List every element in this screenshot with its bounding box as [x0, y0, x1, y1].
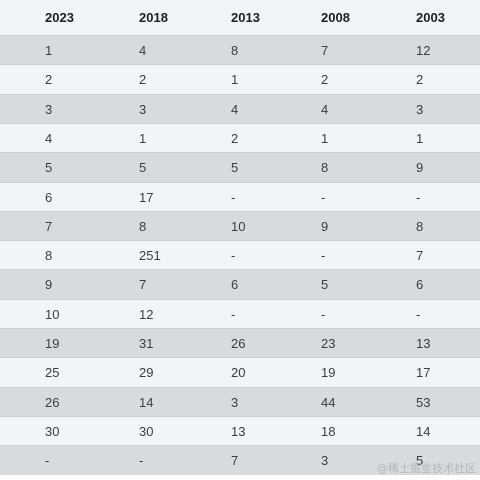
table-cell-2018: 4	[139, 43, 147, 58]
table-row: 6 17 - - -	[0, 181, 480, 212]
table-row: 4 1 2 1 1	[0, 122, 480, 153]
table-cell-2018: 3	[139, 101, 147, 117]
table-cell-2013: 8	[231, 43, 239, 58]
table-cell-2003: 8	[416, 218, 424, 234]
table-cell-2023: 4	[45, 130, 53, 146]
table-cell-2018: 5	[139, 160, 147, 176]
table-cell-2023: 7	[45, 218, 53, 234]
table-cell-2023: 30	[45, 423, 60, 439]
table-cell-2018: 1	[139, 130, 147, 146]
table-row: 5 5 5 8 9	[0, 152, 480, 183]
table-cell-2008: 18	[321, 423, 336, 439]
table-cell-2018: 12	[139, 306, 154, 322]
table-cell-2003: 1	[416, 130, 424, 146]
table-cell-2013: 3	[231, 394, 239, 410]
table-cell-2018: 8	[139, 218, 147, 234]
table-cell-2023: 6	[45, 189, 53, 205]
column-header-2008: 2008	[321, 10, 350, 25]
table-cell-2018: 251	[139, 248, 161, 264]
table-row: 2 2 1 2 2	[0, 64, 480, 95]
table-cell-2013: 2	[231, 130, 239, 146]
table-cell-2013: 7	[231, 453, 239, 469]
table-row: 30 30 13 18 14	[0, 415, 480, 446]
table-cell-2003: 14	[416, 423, 431, 439]
table-cell-2008: 19	[321, 365, 336, 381]
table-cell-2003: 7	[416, 248, 424, 264]
table-cell-2003: 13	[416, 336, 431, 351]
table-cell-2013: -	[231, 306, 236, 322]
table-row: 3 3 4 4 3	[0, 93, 480, 124]
table-row: 9 7 6 5 6	[0, 269, 480, 300]
table-cell-2013: 20	[231, 365, 246, 381]
table-cell-2003: 17	[416, 365, 431, 381]
table-cell-2018: 14	[139, 394, 154, 410]
table-cell-2018: 30	[139, 423, 154, 439]
table-cell-2003: 12	[416, 43, 431, 58]
table-cell-2018: 31	[139, 336, 154, 351]
table-cell-2018: 29	[139, 365, 154, 381]
table-cell-2018: 7	[139, 277, 147, 293]
table-cell-2008: 9	[321, 218, 329, 234]
table-cell-2023: 10	[45, 306, 60, 322]
table-cell-2008: 8	[321, 160, 329, 176]
table-cell-2023: 25	[45, 365, 60, 381]
table-row: 1 4 8 7 12	[0, 35, 480, 65]
table-header-row: 2023 2018 2013 2008 2003	[0, 0, 480, 35]
table-cell-2018: 17	[139, 189, 154, 205]
table-cell-2013: -	[231, 248, 236, 264]
table-cell-2003: 6	[416, 277, 424, 293]
table-cell-2023: 26	[45, 394, 60, 410]
table-cell-2008: 7	[321, 43, 329, 58]
table-cell-2023: 5	[45, 160, 53, 176]
table-cell-2023: 3	[45, 101, 53, 117]
column-header-2018: 2018	[139, 10, 168, 25]
table-cell-2008: 3	[321, 453, 329, 469]
table-cell-2023: 2	[45, 72, 53, 88]
column-header-2023: 2023	[45, 10, 74, 25]
table-cell-2013: 4	[231, 101, 239, 117]
table-row: 7 8 10 9 8	[0, 210, 480, 241]
table-row: 26 14 3 44 53	[0, 386, 480, 417]
table-cell-2013: 10	[231, 218, 246, 234]
table-cell-2008: -	[321, 306, 326, 322]
table-cell-2013: -	[231, 189, 236, 205]
table-cell-2003: 3	[416, 101, 424, 117]
table-cell-2023: 8	[45, 248, 53, 264]
table-cell-2008: 44	[321, 394, 336, 410]
table-cell-2003: 9	[416, 160, 424, 176]
table-row: 19 31 26 23 13	[0, 328, 480, 358]
table-cell-2008: 23	[321, 336, 336, 351]
table-cell-2013: 6	[231, 277, 239, 293]
table-cell-2013: 5	[231, 160, 239, 176]
table-row: 10 12 - - -	[0, 298, 480, 329]
table-cell-2008: 1	[321, 130, 329, 146]
table-cell-2013: 1	[231, 72, 239, 88]
table-cell-2003: 53	[416, 394, 431, 410]
table-row: - - 7 3 5	[0, 445, 480, 476]
table-cell-2008: 4	[321, 101, 329, 117]
table-cell-2018: -	[139, 453, 144, 469]
watermark-text: @稀土掘金技术社区	[377, 462, 476, 475]
table-cell-2023: 1	[45, 43, 53, 58]
table-cell-2003: 2	[416, 72, 424, 88]
table-cell-2003: -	[416, 189, 421, 205]
table-cell-2023: 9	[45, 277, 53, 293]
table-cell-2013: 13	[231, 423, 246, 439]
table-cell-2003: -	[416, 306, 421, 322]
table-cell-2013: 26	[231, 336, 246, 351]
table-cell-2003: 5	[416, 453, 424, 469]
table-cell-2023: -	[45, 453, 50, 469]
table-cell-2008: -	[321, 248, 326, 264]
table-row: 25 29 20 19 17	[0, 357, 480, 388]
table-cell-2018: 2	[139, 72, 147, 88]
table-cell-2023: 19	[45, 336, 60, 351]
table-row: 8 251 - - 7	[0, 240, 480, 271]
table-cell-2008: 2	[321, 72, 329, 88]
table-cell-2008: -	[321, 189, 326, 205]
column-header-2003: 2003	[416, 10, 445, 25]
table-cell-2008: 5	[321, 277, 329, 293]
column-header-2013: 2013	[231, 10, 260, 25]
